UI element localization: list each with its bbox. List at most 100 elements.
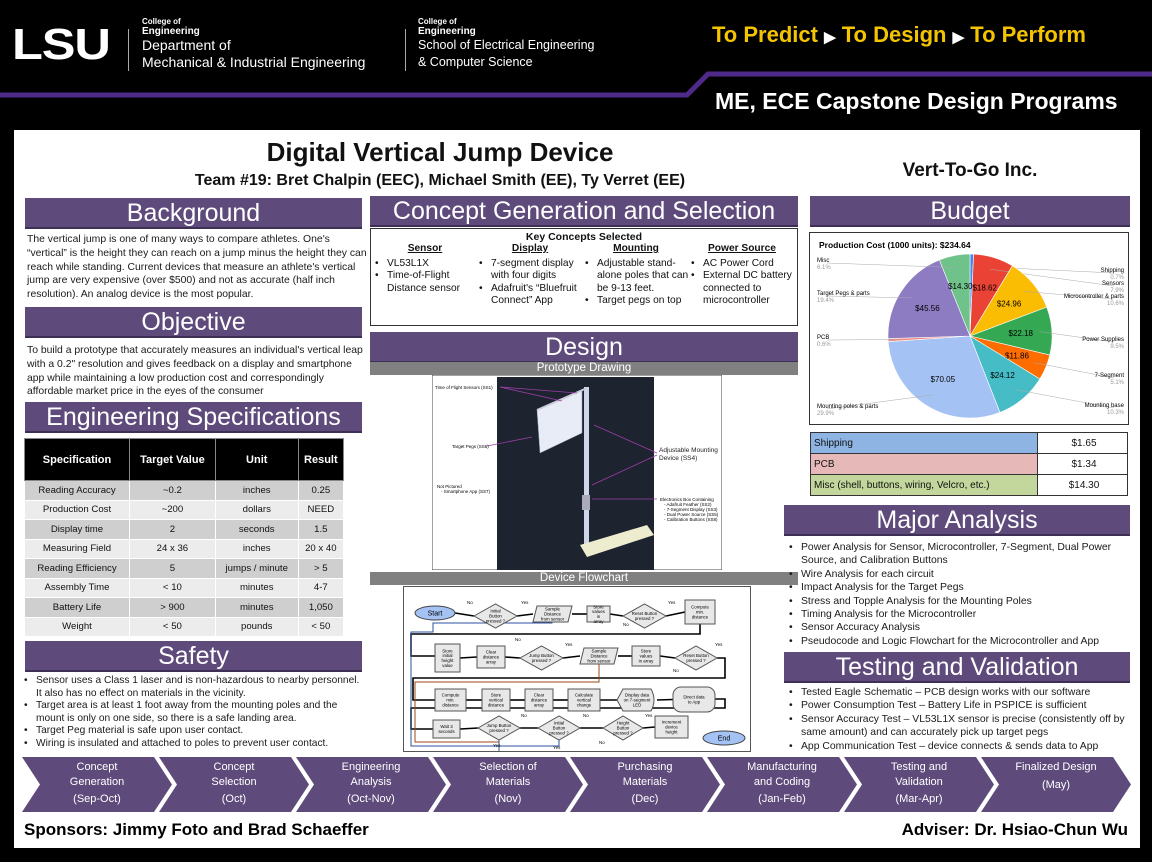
concept-column: Power Source AC Power CordExternal DC bat… — [689, 243, 795, 308]
spec-row: Reading Accuracy ~0.2 inches 0.25 — [24, 480, 345, 501]
timeline-step-title: Engineering — [341, 761, 401, 773]
mounting-base — [580, 525, 654, 557]
list-item: Power Analysis for Sensor, Microcontroll… — [787, 541, 1137, 568]
flow-arrow — [609, 613, 624, 617]
timeline-step: Engineering Analysis (Oct-Nov) — [296, 757, 446, 812]
pie-value-label: $24.12 — [990, 371, 1015, 380]
pie-value-label: $45.56 — [915, 304, 940, 313]
device-flowchart: Start Initial Button pressed ? Sample Distanc… — [403, 586, 751, 752]
timeline-step-title: Generation — [69, 775, 125, 788]
flow-node: End — [702, 730, 746, 746]
flow-edge-label: Yes — [493, 743, 501, 748]
callout-box-item: - 7-Segment Display (SS3) — [664, 507, 718, 512]
spec-cell: ~0.2 — [129, 480, 216, 501]
flow-arrow — [454, 612, 475, 617]
me-department: College of Engineering Department of Mec… — [142, 17, 365, 71]
flow-node-label: Sample Distance from sensor — [587, 649, 611, 664]
specs-heading: Engineering Specifications — [25, 402, 362, 433]
spec-cell: 4-7 — [297, 577, 345, 598]
flow-node-label: Compute min. distance — [691, 605, 709, 620]
tagline-design: To Design — [841, 22, 947, 47]
pie-leader-line — [826, 295, 912, 299]
dept-line: Mechanical & Industrial Engineering — [142, 54, 366, 70]
callout-tof: Time of Flight Sensors (SS1) — [435, 385, 493, 390]
spec-cell: jumps / minute — [214, 558, 299, 579]
pie-leader-line — [826, 262, 957, 268]
prototype-drawing: Time of Flight Sensors (SS1) Target Pegs… — [432, 375, 722, 570]
timeline-step-title: Concept — [213, 761, 255, 773]
pie-percent-label: 0.7% — [1110, 275, 1124, 281]
budget-item: Misc (shell, buttons, wiring, Velcro, et… — [810, 474, 1038, 496]
concept-column: Mounting Adjustable stand-alone poles tha… — [583, 243, 689, 308]
spec-cell: 0.25 — [297, 480, 345, 501]
timeline-step: Selection of Materials (Nov) — [433, 757, 583, 812]
concept-column-title: Sensor — [407, 243, 443, 254]
budget-row: Misc (shell, buttons, wiring, Velcro, et… — [810, 474, 1128, 496]
flow-arrow — [459, 656, 478, 659]
flow-node-label: Height Button pressed ? — [613, 721, 633, 736]
spec-row: Production Cost ~200 dollars NEED — [24, 499, 345, 520]
sponsors: Sponsors: Jimmy Foto and Brad Schaeffer — [24, 820, 369, 839]
flow-node-label: Jump Button pressed ? — [487, 723, 512, 733]
background-text: The vertical jump is one of many ways to… — [27, 234, 367, 301]
spec-cell: 1.5 — [297, 519, 345, 540]
background-heading: Background — [25, 198, 362, 229]
divider — [128, 29, 129, 71]
pie-value-label: $14.30 — [948, 282, 973, 291]
spec-cell: 1,050 — [297, 597, 345, 618]
dept-line: Department of — [142, 37, 231, 53]
flow-node-label: Clear distance array — [531, 693, 548, 708]
timeline-step-date: (Sep-Oct) — [73, 793, 121, 805]
flow-node-label: Store vertical distance — [488, 693, 505, 708]
spec-column-header: Specification — [24, 438, 130, 481]
flow-arrow — [516, 613, 534, 617]
pie-percent-label: 6.1% — [817, 265, 831, 271]
flow-node: Compute min. distance — [434, 688, 467, 712]
flow-node-label: Store values in array — [639, 649, 654, 664]
analysis-list: Power Analysis for Sensor, Microcontroll… — [787, 541, 1137, 649]
design-heading: Design — [370, 332, 798, 363]
budget-item: Shipping — [810, 432, 1038, 454]
list-item: Adjustable stand-alone poles that can be… — [583, 258, 689, 296]
timeline-step-date: (May) — [1041, 778, 1071, 791]
flow-edge-label: No — [515, 637, 521, 642]
objective-text: To build a prototype that accurately mea… — [27, 345, 363, 398]
pie-category-label: Misc — [817, 258, 829, 264]
spec-cell: inches — [214, 538, 299, 559]
spec-cell: Measuring Field — [24, 538, 130, 559]
pie-category-label: Shipping — [1101, 268, 1124, 274]
concept-list: VL53L1XTime-of-Flight Distance sensor — [373, 258, 477, 296]
safety-heading: Safety — [25, 641, 362, 672]
concept-heading: Concept Generation and Selection — [370, 196, 798, 227]
pie-category-label: Target Pegs & parts — [817, 291, 870, 297]
flow-node-label: Initial Button pressed ? — [486, 609, 506, 624]
list-item: Sensor Accuracy Analysis — [787, 621, 1137, 635]
spec-cell: Display time — [24, 519, 130, 540]
pie-percent-label: 19.4% — [817, 298, 835, 304]
prototype-drawing-label: Prototype Drawing — [370, 362, 798, 375]
timeline-step-date: (Dec) — [631, 793, 659, 805]
pie-value-label: $22.18 — [1009, 329, 1034, 338]
timeline-step-date: (Jan-Feb) — [758, 793, 806, 805]
pie-value-label: $70.05 — [931, 375, 956, 384]
spec-cell: Weight — [24, 616, 130, 637]
company-name: Vert-To-Go Inc. — [902, 160, 1038, 181]
timeline-step-title: Validation — [895, 775, 943, 788]
flow-edge-label: No — [599, 740, 605, 745]
spec-cell: Production Cost — [24, 499, 130, 520]
flow-node: Direct data to App — [672, 686, 716, 713]
list-item: App Communication Test – device connects… — [787, 740, 1137, 754]
flow-node: Store vertical distance — [481, 688, 511, 712]
list-item: Target area is at least 1 foot away from… — [22, 700, 367, 725]
spec-cell: > 5 — [297, 558, 345, 579]
concept-list: AC Power CordExternal DC battery connect… — [689, 258, 795, 308]
flow-node: Reset Button pressed ? — [621, 603, 668, 629]
flow-node: Store values in array — [631, 645, 661, 667]
budget-item: PCB — [810, 453, 1038, 475]
flow-edge-label: No — [623, 622, 629, 627]
list-item: External DC battery connected to microco… — [689, 270, 795, 308]
pie-title: Production Cost (1000 units): $234.64 — [819, 240, 971, 250]
callout-mount: Adjustable Mounting Device (SS4) — [659, 447, 719, 462]
flow-arrow — [656, 698, 674, 701]
timeline-step-date: (Oct-Nov) — [347, 793, 395, 805]
